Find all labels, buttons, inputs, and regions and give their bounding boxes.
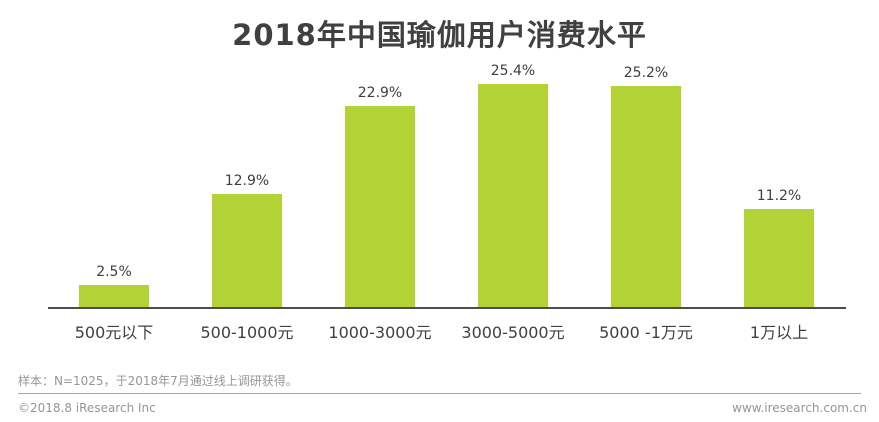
category-label: 500-1000元 <box>200 323 294 342</box>
bar-value-label: 2.5% <box>96 264 132 280</box>
bar <box>478 84 548 307</box>
category-label: 5000 -1万元 <box>599 323 693 342</box>
category-label: 3000-5000元 <box>461 323 565 342</box>
sample-note: 样本：N=1025，于2018年7月通过线上调研获得。 <box>18 374 298 388</box>
bar <box>611 86 681 307</box>
category-label: 1000-3000元 <box>328 323 432 342</box>
bar-value-label: 25.2% <box>623 65 669 81</box>
copyright-text: ©2018.8 iResearch Inc <box>18 401 156 415</box>
bar <box>744 209 814 307</box>
website-link[interactable]: www.iresearch.com.cn <box>732 401 867 415</box>
bar-value-label: 12.9% <box>224 173 270 189</box>
category-label: 500元以下 <box>74 323 154 342</box>
footer-divider <box>18 393 861 394</box>
bar-value-label: 22.9% <box>357 85 403 101</box>
bar-value-label: 11.2% <box>756 188 802 204</box>
category-label: 1万以上 <box>749 323 809 342</box>
bar <box>345 106 415 307</box>
x-axis-line <box>48 307 846 309</box>
chart-title: 2018年中国瑜伽用户消费水平 <box>232 18 647 52</box>
bar <box>212 194 282 307</box>
bar <box>79 285 149 307</box>
bar-chart-plot-area: 2.5% 500元以下 12.9% 500-1000元 22.9% 1000-3000元 2… <box>48 63 846 342</box>
bar-value-label: 25.4% <box>490 63 536 79</box>
